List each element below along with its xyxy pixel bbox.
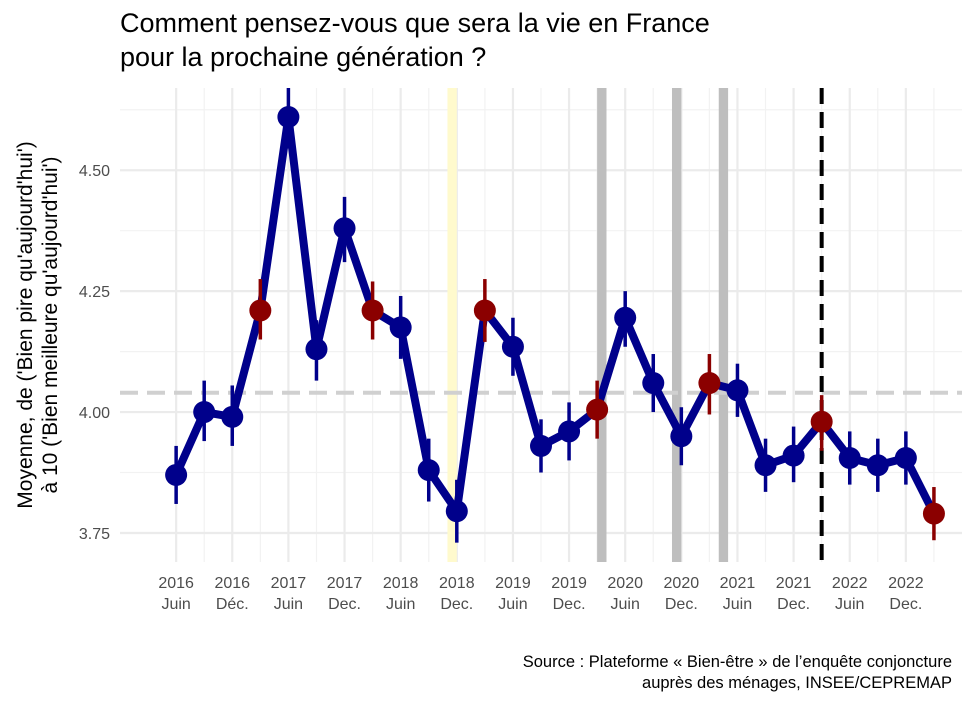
x-tick-label-period: Dec.: [665, 596, 698, 613]
data-point: [389, 316, 412, 339]
data-point: [614, 306, 637, 329]
x-tick-labels: 2016 Juin 2016 Déc. 2017 Juin 2017 Dec. 2018 Juin…: [158, 575, 923, 613]
data-point: [726, 379, 749, 402]
data-point: [501, 335, 524, 358]
x-tick-label-year: 2020: [664, 575, 700, 592]
x-tick-label-period: Juin: [611, 596, 640, 613]
data-points: [165, 106, 945, 525]
y-tick-label: 4.25: [79, 284, 110, 301]
y-tick-label: 4.50: [79, 163, 110, 180]
data-point-highlight: [586, 398, 609, 421]
x-tick-label-year: 2020: [607, 575, 643, 592]
source-note-line-2: auprès des ménages, INSEE/CEPREMAP: [642, 674, 952, 692]
x-tick-label-period: Juin: [723, 596, 752, 613]
x-tick-label-period: Juin: [835, 596, 864, 613]
chart-title-line-2: pour la prochaine génération ?: [120, 42, 487, 72]
x-tick-label-year: 2021: [776, 575, 812, 592]
y-tick-label: 4.00: [79, 405, 110, 422]
data-point: [866, 454, 889, 477]
x-tick-label-year: 2022: [888, 575, 924, 592]
source-note-line-1: Source : Plateforme « Bien-être » de l’e…: [522, 653, 952, 671]
data-point: [277, 106, 300, 129]
shaded-period: [597, 88, 607, 562]
data-point-highlight: [361, 299, 384, 322]
x-tick-label-period: Juin: [274, 596, 303, 613]
x-tick-label-year: 2017: [327, 575, 363, 592]
x-tick-label-year: 2016: [214, 575, 250, 592]
data-point: [530, 434, 552, 457]
data-point: [754, 454, 777, 477]
x-tick-label-year: 2017: [271, 575, 307, 592]
chart-title: Comment pensez-vous que sera la vie en F…: [120, 6, 710, 74]
x-tick-label-period: Dec.: [440, 596, 473, 613]
x-tick-label-year: 2022: [832, 575, 868, 592]
shaded-period: [447, 88, 457, 562]
data-point: [782, 444, 805, 467]
y-tick-labels: 3.75 4.00 4.25 4.50: [79, 163, 110, 543]
chart-title-line-1: Comment pensez-vous que sera la vie en F…: [120, 8, 710, 38]
data-point-highlight: [698, 372, 721, 395]
shaded-period: [671, 88, 682, 562]
data-point: [838, 447, 861, 470]
data-point-highlight: [249, 299, 272, 322]
shaded-periods: [447, 88, 729, 562]
x-tick-label-period: Juin: [498, 596, 527, 613]
x-tick-label-year: 2018: [439, 575, 475, 592]
y-tick-label: 3.75: [79, 526, 110, 543]
data-point: [193, 401, 216, 424]
shaded-period: [718, 88, 729, 562]
x-tick-label-year: 2016: [158, 575, 194, 592]
x-tick-label-period: Dec.: [889, 596, 922, 613]
data-point: [305, 338, 328, 361]
x-tick-label-period: Dec.: [328, 596, 361, 613]
source-note: Source : Plateforme « Bien-être » de l’e…: [523, 652, 952, 694]
x-tick-label-year: 2018: [383, 575, 419, 592]
data-point-highlight: [810, 410, 833, 433]
x-tick-label-period: Dec.: [777, 596, 810, 613]
data-point-highlight: [922, 502, 945, 525]
x-tick-label-period: Juin: [386, 596, 415, 613]
x-tick-label-year: 2019: [495, 575, 531, 592]
data-point: [558, 420, 581, 443]
x-tick-label-period: Dec.: [553, 596, 586, 613]
data-point: [445, 500, 468, 523]
data-point: [894, 447, 917, 470]
series-line: [172, 113, 938, 518]
x-tick-label-period: Juin: [161, 596, 190, 613]
data-point: [333, 217, 356, 240]
grid-lines: [120, 88, 962, 562]
x-tick-label-year: 2021: [720, 575, 756, 592]
x-tick-label-year: 2019: [551, 575, 587, 592]
data-point: [417, 459, 440, 482]
x-tick-label-period: Déc.: [216, 596, 249, 613]
data-point: [165, 463, 188, 486]
data-point-highlight: [473, 299, 496, 322]
data-point: [670, 425, 693, 448]
data-point: [221, 405, 244, 428]
data-point: [642, 372, 665, 395]
